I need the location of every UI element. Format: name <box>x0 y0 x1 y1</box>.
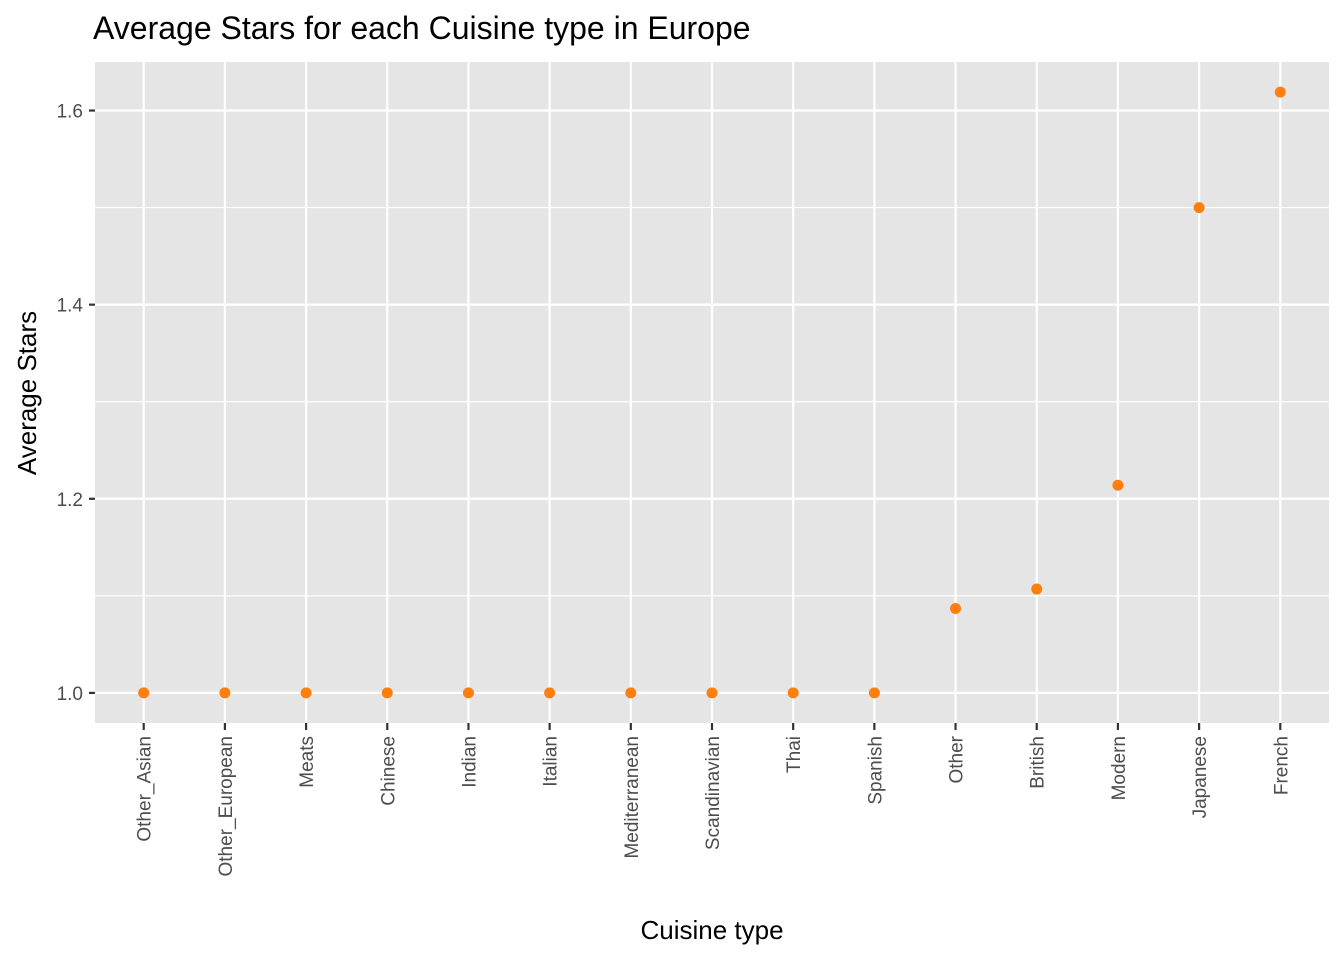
x-tick-label: Indian <box>459 736 480 788</box>
data-point <box>219 687 231 699</box>
x-tick-label: Spanish <box>865 736 886 805</box>
x-tick-label: Modern <box>1109 736 1130 800</box>
data-point <box>462 687 474 699</box>
x-tick-label: British <box>1028 736 1049 789</box>
x-tick-label: French <box>1271 736 1292 795</box>
major-gridlines <box>95 62 1329 723</box>
y-axis-title: Average Stars <box>12 311 42 475</box>
data-point <box>1193 202 1205 214</box>
y-tick-label: 1.0 <box>57 684 83 705</box>
y-tick-label: 1.4 <box>57 296 84 317</box>
data-point <box>1031 583 1043 595</box>
x-tick-label: Thai <box>784 736 805 773</box>
x-tick-label: Japanese <box>1190 736 1211 818</box>
x-tick-label: Other_Asian <box>135 736 156 842</box>
y-axis: 1.0 1.2 1.4 1.6 <box>57 102 95 705</box>
data-point <box>138 687 150 699</box>
data-point <box>625 687 637 699</box>
x-axis-title: Cuisine type <box>640 915 783 945</box>
x-tick-label: Italian <box>541 736 562 787</box>
x-tick-label: Other_European <box>216 736 237 877</box>
data-point <box>868 687 880 699</box>
data-point <box>300 687 312 699</box>
y-tick-label: 1.2 <box>57 490 83 511</box>
x-tick-label: Chinese <box>378 736 399 806</box>
chart-title: Average Stars for each Cuisine type in E… <box>93 10 751 46</box>
data-point <box>1112 479 1124 491</box>
data-point <box>706 687 718 699</box>
data-point <box>381 687 393 699</box>
x-tick-label: Meats <box>297 736 318 788</box>
x-tick-label: Scandinavian <box>703 736 724 850</box>
data-point <box>787 687 799 699</box>
data-point <box>544 687 556 699</box>
data-point <box>950 602 962 614</box>
x-tick-label: Mediterranean <box>622 736 643 859</box>
x-tick-label: Other <box>947 735 968 783</box>
data-point <box>1274 86 1286 98</box>
data-points <box>138 86 1286 699</box>
x-axis: Other_Asian Other_European Meats Chinese Ind… <box>135 723 1292 877</box>
y-tick-label: 1.6 <box>57 102 83 123</box>
